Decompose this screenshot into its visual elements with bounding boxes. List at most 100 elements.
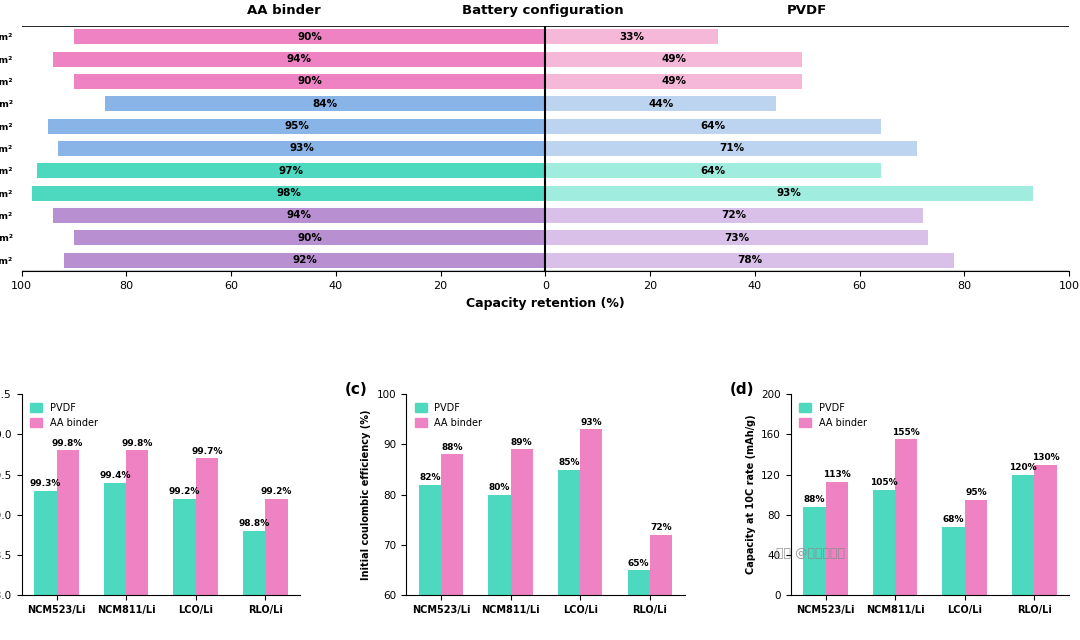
Text: 93%: 93%: [777, 188, 801, 198]
Bar: [174, 499, 195, 640]
Text: 49%: 49%: [661, 76, 686, 86]
Text: 94%: 94%: [286, 54, 312, 64]
Text: 92%: 92%: [292, 255, 316, 265]
Text: 130%: 130%: [1031, 453, 1059, 462]
Bar: [32, 186, 545, 201]
Bar: [106, 96, 545, 111]
Bar: [511, 449, 532, 640]
Bar: [895, 440, 917, 595]
Text: 知乎 @微算云平台: 知乎 @微算云平台: [775, 547, 845, 560]
Text: 89%: 89%: [511, 438, 532, 447]
Bar: [53, 208, 545, 223]
Legend: PVDF, AA binder: PVDF, AA binder: [411, 399, 486, 431]
Bar: [48, 118, 545, 134]
Bar: [195, 458, 218, 640]
Text: 99.2%: 99.2%: [260, 487, 292, 496]
Text: 78%: 78%: [738, 255, 762, 265]
Text: (c): (c): [345, 382, 367, 397]
Bar: [545, 96, 775, 111]
Bar: [545, 253, 954, 268]
Text: 44%: 44%: [648, 99, 673, 109]
Bar: [58, 141, 545, 156]
Text: 88%: 88%: [442, 443, 463, 452]
Bar: [75, 230, 545, 245]
Text: 82%: 82%: [419, 473, 441, 482]
Text: 113%: 113%: [823, 470, 851, 479]
Text: 85%: 85%: [558, 458, 580, 467]
Text: 97%: 97%: [279, 166, 303, 176]
Bar: [545, 29, 718, 44]
Text: 98.8%: 98.8%: [239, 520, 270, 529]
Bar: [545, 208, 922, 223]
Bar: [441, 454, 463, 640]
Text: 99.4%: 99.4%: [99, 471, 131, 480]
Text: 90%: 90%: [297, 76, 322, 86]
Bar: [419, 484, 441, 640]
Bar: [75, 74, 545, 89]
Text: 98%: 98%: [276, 188, 301, 198]
Bar: [38, 163, 545, 179]
Text: PVDF: PVDF: [787, 4, 827, 17]
Bar: [104, 483, 126, 640]
Bar: [580, 429, 603, 640]
Bar: [545, 51, 802, 67]
Text: Battery configuration: Battery configuration: [462, 4, 623, 17]
Text: 88%: 88%: [804, 495, 825, 504]
Bar: [75, 29, 545, 44]
Text: 95%: 95%: [284, 121, 309, 131]
Text: 65%: 65%: [627, 559, 649, 568]
Text: 99.7%: 99.7%: [191, 447, 222, 456]
Bar: [650, 535, 672, 640]
Text: 84%: 84%: [313, 99, 338, 109]
Text: (d): (d): [729, 382, 754, 397]
Bar: [627, 570, 650, 640]
Legend: PVDF, AA binder: PVDF, AA binder: [796, 399, 870, 431]
Text: 93%: 93%: [581, 418, 603, 427]
Bar: [53, 51, 545, 67]
Text: 99.8%: 99.8%: [52, 439, 83, 448]
Text: 90%: 90%: [297, 32, 322, 42]
Bar: [243, 531, 266, 640]
Bar: [1035, 465, 1056, 595]
Bar: [873, 490, 895, 595]
Text: 155%: 155%: [892, 428, 920, 437]
Text: 33%: 33%: [619, 32, 645, 42]
Legend: PVDF, AA binder: PVDF, AA binder: [27, 399, 102, 431]
Text: 93%: 93%: [289, 143, 314, 154]
Text: 71%: 71%: [719, 143, 744, 154]
Text: 68%: 68%: [943, 515, 964, 524]
Text: 95%: 95%: [966, 488, 987, 497]
Bar: [545, 186, 1032, 201]
Text: 73%: 73%: [724, 233, 750, 243]
Bar: [266, 499, 287, 640]
Text: 90%: 90%: [297, 233, 322, 243]
Text: 94%: 94%: [286, 211, 312, 220]
Bar: [1012, 475, 1035, 595]
Text: 105%: 105%: [870, 478, 897, 487]
Text: 80%: 80%: [489, 483, 510, 492]
Text: 72%: 72%: [650, 524, 672, 532]
Text: 72%: 72%: [721, 211, 746, 220]
Bar: [545, 74, 802, 89]
Text: 120%: 120%: [1010, 463, 1037, 472]
Bar: [943, 527, 964, 595]
Bar: [488, 495, 511, 640]
Bar: [56, 451, 79, 640]
Text: 99.2%: 99.2%: [168, 487, 200, 496]
Bar: [126, 451, 148, 640]
Y-axis label: Initial coulombic efficiency (%): Initial coulombic efficiency (%): [361, 410, 372, 580]
Bar: [64, 253, 545, 268]
Bar: [825, 482, 848, 595]
Text: 99.8%: 99.8%: [122, 439, 153, 448]
Bar: [545, 141, 917, 156]
X-axis label: Capacity retention (%): Capacity retention (%): [467, 296, 624, 310]
Bar: [545, 230, 928, 245]
Bar: [35, 491, 56, 640]
Bar: [804, 507, 825, 595]
Text: 64%: 64%: [701, 166, 726, 176]
Y-axis label: Capacity at 10C rate (mAh/g): Capacity at 10C rate (mAh/g): [745, 415, 756, 575]
Bar: [964, 500, 987, 595]
Text: AA binder: AA binder: [246, 4, 321, 17]
Bar: [545, 118, 880, 134]
Text: 99.3%: 99.3%: [30, 479, 62, 488]
